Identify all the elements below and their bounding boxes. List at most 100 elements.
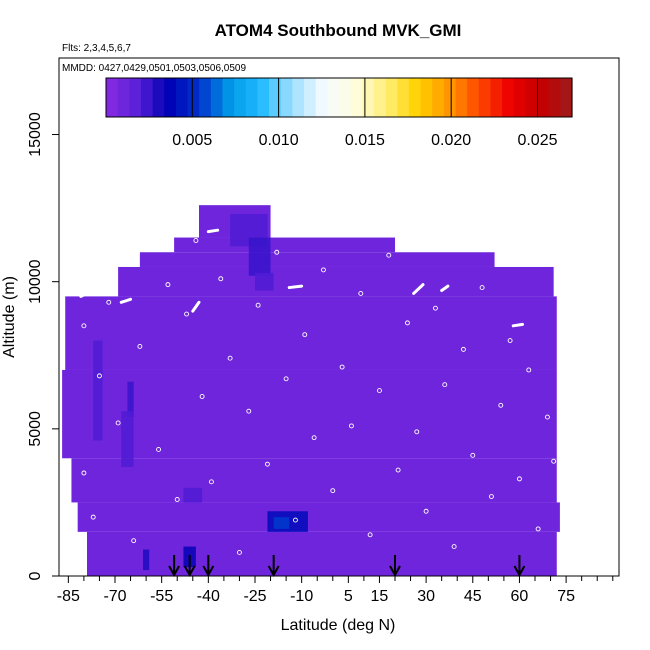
colorbar: 0.005 0.010 0.015 0.020 0.025 [105, 77, 573, 149]
enhanced-cell [93, 340, 103, 441]
sample-point [470, 452, 476, 458]
colorbar-tick-label: 0.025 [517, 132, 557, 149]
takeoff-arrow-head [183, 565, 196, 578]
takeoff-arrow [202, 555, 215, 578]
sample-point [208, 479, 214, 485]
sample-point [526, 367, 532, 373]
takeoff-arrow [267, 555, 280, 578]
colorbar-segment [397, 78, 410, 117]
colorbar-segment [210, 78, 224, 117]
sample-point [414, 429, 420, 435]
takeoff-arrow [168, 555, 180, 578]
colorbar-segment [502, 78, 515, 117]
takeoff-arrow-head [513, 565, 526, 578]
curtain-cell [174, 237, 395, 253]
x-tick-label: -40 [197, 588, 220, 605]
sample-point [320, 267, 326, 273]
sample-point [423, 508, 429, 514]
colorbar-segment [315, 78, 328, 117]
sample-point [404, 320, 410, 326]
flight-track-segment [191, 300, 201, 313]
colorbar-segment [164, 78, 177, 117]
colorbar-segment [537, 78, 550, 117]
takeoff-arrow-head [168, 565, 180, 578]
sample-point [165, 282, 171, 288]
sample-point [302, 332, 308, 338]
takeoff-arrow-head [267, 565, 280, 578]
sample-point [199, 394, 205, 399]
flight-track-segment [440, 284, 450, 293]
flight-track-segment [206, 228, 220, 234]
y-tick-label: 0 [27, 571, 44, 580]
sample-point [115, 420, 121, 426]
x-tick-label: -10 [290, 588, 313, 605]
takeoff-arrow [183, 555, 196, 578]
sample-point [535, 526, 541, 532]
sample-point [488, 494, 494, 499]
sample-point [124, 261, 130, 267]
y-tick-label: 5000 [27, 411, 44, 447]
colorbar-segment [222, 78, 235, 117]
flight-track-segment [119, 297, 133, 304]
sample-point [507, 338, 513, 343]
takeoff-arrow-head [202, 565, 215, 578]
sample-point [264, 461, 270, 467]
enhanced-cell [127, 381, 134, 418]
colorbar-segment [490, 78, 503, 117]
colorbar-segment [525, 78, 538, 117]
sample-point [386, 252, 392, 258]
flight-track-segment [79, 289, 95, 298]
colorbar-segment [234, 78, 247, 117]
sample-point [376, 388, 382, 394]
enhanced-cell [183, 487, 203, 503]
colorbar-segment [152, 78, 165, 117]
colorbar-segment [432, 78, 445, 117]
sample-point [544, 414, 550, 420]
x-tick-label: -55 [150, 588, 173, 605]
sample-point [367, 532, 373, 538]
colorbar-segment [443, 78, 457, 117]
x-tick-label: 30 [417, 588, 435, 605]
y-tick-label: 10000 [27, 259, 44, 304]
colorbar-segment [269, 78, 282, 117]
curtain-cell [62, 369, 557, 459]
x-axis-label: Latitude (deg N) [281, 617, 396, 634]
colorbar-segment [513, 78, 526, 117]
colorbar-segment [467, 78, 480, 117]
sample-point [498, 402, 504, 408]
takeoff-arrow-head [389, 565, 401, 578]
sample-point [156, 446, 162, 452]
enhanced-cell [255, 272, 274, 291]
colorbar-tick-label: 0.010 [259, 132, 299, 149]
sample-point [236, 550, 242, 555]
sample-point [516, 476, 522, 482]
colorbar-segment [129, 78, 142, 117]
sample-point [283, 376, 289, 382]
flight-track-segment [157, 218, 170, 225]
curtain-cell [118, 266, 554, 297]
enhanced-cell [273, 517, 290, 529]
colorbar-segment [373, 78, 387, 117]
sample-point [339, 364, 345, 370]
sample-point [246, 408, 252, 414]
sample-point [96, 373, 102, 379]
x-tick-label: 75 [557, 588, 575, 605]
sample-point [149, 246, 155, 252]
colorbar-segment [280, 78, 293, 117]
colorbar-segment [327, 78, 340, 117]
sample-point [330, 488, 336, 494]
sample-point [106, 299, 112, 305]
sample-point [460, 346, 466, 352]
flights-label: Flts: 2,3,4,5,6,7 [62, 43, 131, 54]
colorbar-segment [187, 78, 200, 117]
flight-track-segment [511, 322, 525, 328]
flight-track-segment [287, 284, 304, 290]
x-tick-label: -70 [103, 588, 126, 605]
x-tick-label: 15 [371, 588, 389, 605]
sample-point [274, 249, 280, 255]
plot-area [62, 205, 560, 578]
plot-frame [58, 57, 620, 577]
x-tick-label: 45 [464, 588, 482, 605]
colorbar-segment [175, 78, 189, 117]
